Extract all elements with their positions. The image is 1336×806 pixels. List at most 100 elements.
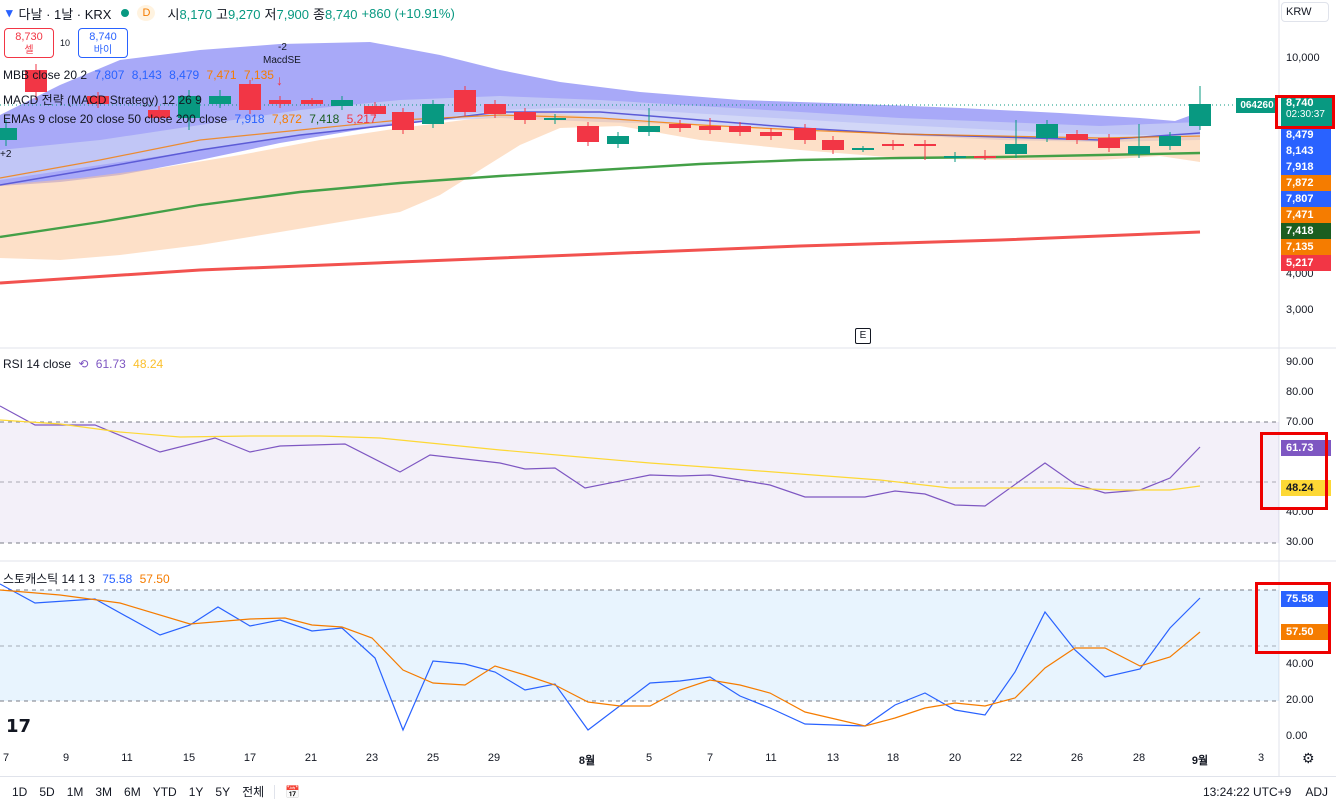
candle-body — [607, 136, 629, 144]
stoch-k-value-tag: 75.58 — [1281, 591, 1331, 607]
indicator-price-tag: 5,217 — [1281, 255, 1331, 271]
range-1d[interactable]: 1D — [12, 784, 28, 799]
candle-body — [239, 84, 261, 110]
time-axis-label: 11 — [121, 752, 133, 764]
symbol-title[interactable]: 다날 · 1날 · KRX — [18, 6, 112, 22]
candle-body — [760, 132, 782, 136]
stoch-d-line — [0, 589, 1201, 727]
stoch-axis-label: 40.00 — [1286, 658, 1314, 670]
candle-body — [794, 128, 816, 140]
highlight-box-stoch — [1255, 582, 1331, 654]
symbol-code-tag: 064260 — [1236, 98, 1278, 113]
time-axis-label: 28 — [1132, 752, 1146, 764]
price-change: +860 (+10.91%) — [361, 5, 455, 21]
rsi-legend[interactable]: RSI 14 close ⟲ 61.73 48.24 — [3, 357, 164, 371]
candle-body — [87, 96, 109, 104]
buy-price: 8,740 — [89, 31, 117, 43]
mbb-middle-line — [0, 111, 1201, 186]
candle-body — [638, 126, 660, 132]
indicator-price-tag: 7,872 — [1281, 175, 1331, 191]
candle-body — [669, 124, 691, 128]
candle-body — [1098, 138, 1120, 148]
highlight-box-rsi — [1260, 432, 1328, 510]
ohlc-open: 시8,170 — [167, 6, 212, 22]
time-axis-label: 17 — [243, 752, 257, 764]
time-axis-label: 26 — [1070, 752, 1084, 764]
earnings-marker-icon[interactable]: E — [855, 328, 871, 344]
candle-body — [852, 148, 874, 150]
clock-time[interactable]: 13:24:22 UTC+9 — [1202, 784, 1292, 799]
ohlc-close: 종8,740 — [313, 6, 358, 22]
candle-body — [392, 112, 414, 130]
candle-body — [1159, 136, 1181, 146]
range-6m[interactable]: 6M — [124, 784, 141, 799]
macd-strategy-legend[interactable]: MACD 전략 (MACD Strategy) 12 26 9 — [3, 93, 202, 107]
rsi-axis-label: 90.00 — [1286, 356, 1314, 368]
buy-button[interactable]: 8,740 바이 — [78, 28, 128, 58]
range-5y[interactable]: 5Y — [215, 784, 231, 799]
candle-body — [1005, 144, 1027, 154]
tradingview-logo-icon[interactable]: 𝟭𝟳 — [6, 716, 32, 736]
range-5d[interactable]: 5D — [39, 784, 55, 799]
range-3m[interactable]: 3M — [95, 784, 113, 799]
current-price-tag: 8,740 02:30:37 — [1281, 97, 1333, 127]
time-axis-label: 7 — [2, 752, 10, 764]
axis-settings-icon[interactable]: ⚙ — [1302, 750, 1315, 766]
candle-body — [269, 100, 291, 104]
rsi-settings-icon[interactable]: ⟲ — [78, 357, 89, 371]
time-axis-label: 9 — [62, 752, 70, 764]
stoch-legend[interactable]: 스토캐스틱 14 1 3 75.58 57.50 — [3, 572, 170, 586]
candle-body — [148, 110, 170, 118]
candle-body — [544, 118, 566, 120]
mbb-inner-band — [0, 96, 1200, 180]
candle-body — [729, 126, 751, 132]
sell-label: 셀 — [24, 45, 34, 56]
sell-arrow-icon: ↓ — [276, 72, 283, 88]
candle-body — [364, 106, 386, 114]
time-axis-label: 25 — [426, 752, 440, 764]
indicator-price-tag: 7,471 — [1281, 207, 1331, 223]
range-1m[interactable]: 1M — [66, 784, 84, 799]
currency-label[interactable]: KRW — [1281, 2, 1329, 22]
mbb-legend[interactable]: MBB close 20 2 7,807 8,143 8,479 7,471 7… — [3, 68, 274, 82]
range-all[interactable]: 전체 — [242, 785, 265, 799]
stoch-d-value-tag: 57.50 — [1281, 624, 1331, 640]
mbb-upper-band — [0, 42, 1200, 186]
ohlc-low: 저7,900 — [264, 6, 310, 22]
time-axis-label: 23 — [365, 752, 379, 764]
indicator-price-tag: 7,135 — [1281, 239, 1331, 255]
candle-body — [822, 140, 844, 150]
candle-body — [1189, 104, 1211, 126]
adj-toggle[interactable]: ADJ — [1305, 784, 1328, 799]
mbb-lower-band — [0, 112, 1200, 260]
market-status-dot-icon — [121, 9, 130, 17]
date-range-icon[interactable]: 📅 — [274, 784, 306, 799]
candle-body — [1036, 124, 1058, 138]
range-ytd[interactable]: YTD — [152, 784, 177, 799]
time-axis-label: 11 — [765, 752, 777, 764]
price-axis-label: 10,000 — [1286, 52, 1320, 64]
candle-body — [209, 96, 231, 104]
data-status-badge: D — [137, 5, 156, 21]
candle-body — [0, 128, 17, 140]
emas-legend[interactable]: EMAs 9 close 20 close 50 close 200 close… — [3, 112, 377, 126]
ema-50-line — [0, 151, 1201, 239]
time-axis-label: 21 — [304, 752, 318, 764]
indicator-price-tag: 7,918 — [1281, 159, 1331, 175]
candle-body — [699, 126, 721, 130]
ema-20-line — [0, 114, 1201, 179]
candle-body — [331, 100, 353, 106]
range-1y[interactable]: 1Y — [188, 784, 204, 799]
time-axis-label: 7 — [706, 752, 714, 764]
order-quantity[interactable]: 10 — [60, 38, 71, 48]
indicator-price-tag: 7,807 — [1281, 191, 1331, 207]
rsi-line — [0, 405, 1201, 507]
sell-button[interactable]: 8,730 셀 — [4, 28, 54, 58]
indicator-price-tag: 7,418 — [1281, 223, 1331, 239]
symbol-header: ▾ 다날 · 1날 · KRX D 시8,170 고9,270 저7,900 종… — [0, 0, 1280, 26]
time-axis-label: 9월 — [1191, 755, 1209, 767]
candle-body — [454, 90, 476, 112]
indicator-price-tag: 8,143 — [1281, 143, 1331, 159]
time-axis-label: 8월 — [578, 755, 596, 767]
